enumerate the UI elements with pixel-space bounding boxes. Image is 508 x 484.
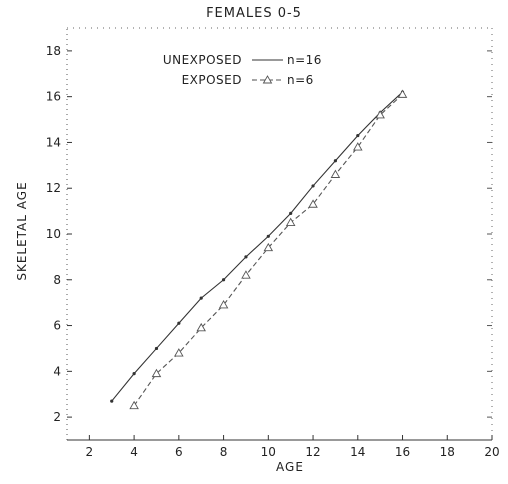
y-tick-label: 8	[53, 273, 61, 287]
data-point-unexposed	[110, 399, 114, 403]
data-point-exposed	[263, 242, 274, 252]
x-tick-label: 2	[86, 445, 94, 459]
legend: UNEXPOSED n=16 EXPOSED n=6	[163, 53, 322, 87]
legend-marker-exposed	[262, 75, 273, 84]
legend-n-exposed: n=6	[287, 73, 314, 87]
axis-ticks: 2 4 6 8 10 12 14 16 18 20 2 4 6 8 10 12 14 16 18	[46, 44, 500, 459]
data-point-unexposed	[289, 211, 293, 215]
data-point-unexposed	[221, 278, 226, 282]
data-point-unexposed	[154, 346, 159, 351]
series-layer	[110, 89, 408, 410]
data-point-exposed	[218, 300, 229, 309]
legend-label-exposed: EXPOSED	[182, 73, 242, 87]
data-point-unexposed	[199, 296, 203, 300]
y-tick-label: 18	[46, 44, 61, 58]
data-point-unexposed	[132, 372, 136, 376]
data-point-exposed	[129, 400, 139, 410]
data-point-exposed	[330, 169, 341, 178]
data-point-unexposed	[177, 321, 181, 325]
data-point-exposed	[285, 217, 296, 227]
y-tick-label: 12	[46, 181, 61, 195]
data-point-exposed	[151, 368, 162, 378]
x-tick-label: 12	[305, 445, 320, 459]
x-tick-label: 10	[261, 445, 276, 459]
data-point-exposed	[375, 110, 385, 119]
y-tick-label: 4	[53, 364, 61, 378]
y-tick-label: 10	[46, 227, 61, 241]
data-point-unexposed	[356, 133, 360, 138]
x-tick-label: 6	[175, 445, 183, 459]
y-tick-label: 14	[46, 135, 61, 149]
legend-label-unexposed: UNEXPOSED	[163, 53, 242, 67]
data-point-exposed	[308, 199, 318, 208]
data-point-unexposed	[244, 255, 248, 259]
data-point-exposed	[241, 270, 251, 279]
x-tick-label: 8	[220, 445, 228, 459]
y-tick-label: 16	[46, 90, 61, 104]
x-tick-label: 18	[440, 445, 455, 459]
y-tick-label: 6	[53, 319, 61, 333]
data-point-unexposed	[333, 159, 338, 163]
series-line-unexposed	[111, 91, 403, 402]
legend-n-unexposed: n=16	[287, 53, 322, 67]
data-point-exposed	[353, 142, 363, 151]
x-axis-label: AGE	[276, 460, 304, 474]
x-tick-label: 20	[484, 445, 499, 459]
data-point-unexposed	[266, 234, 270, 238]
data-point-exposed	[174, 348, 184, 357]
x-tick-label: 14	[350, 445, 365, 459]
chart-title: FEMALES 0-5	[206, 6, 302, 21]
data-point-unexposed	[311, 184, 315, 188]
data-point-exposed	[397, 89, 408, 98]
data-point-exposed	[196, 322, 206, 332]
x-tick-label: 16	[395, 445, 410, 459]
x-tick-label: 4	[130, 445, 138, 459]
y-tick-label: 2	[53, 410, 61, 424]
